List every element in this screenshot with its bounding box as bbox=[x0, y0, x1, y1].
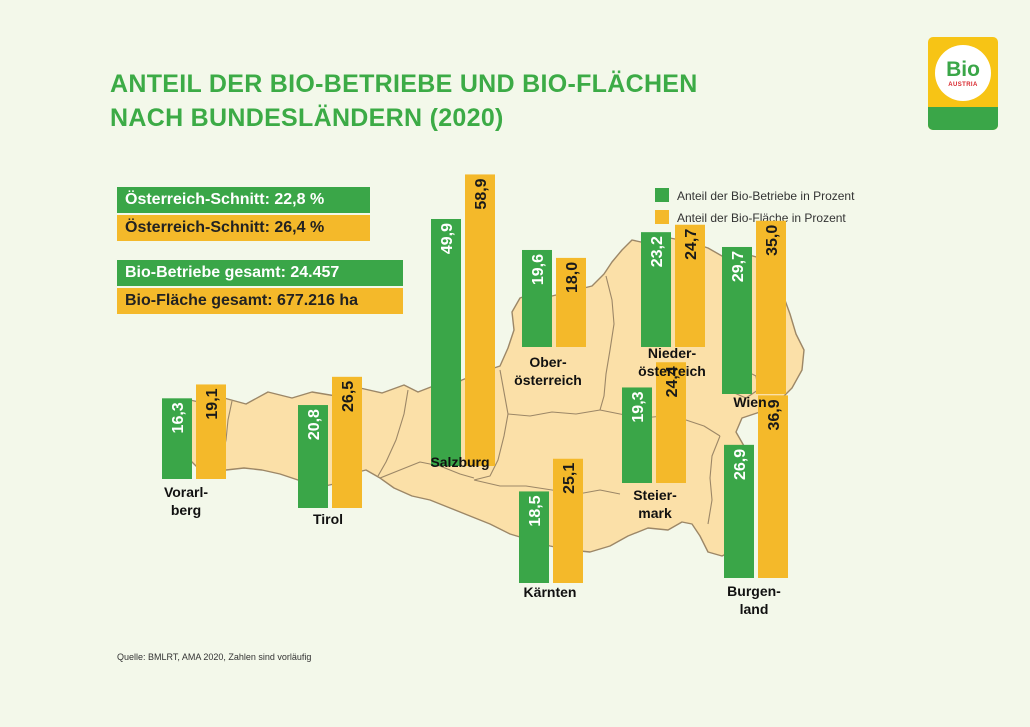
source-note: Quelle: BMLRT, AMA 2020, Zahlen sind vor… bbox=[117, 652, 312, 662]
border-upperaustria-styria bbox=[507, 409, 601, 417]
logo-subtext: AUSTRIA bbox=[948, 82, 978, 88]
category-label-wien: Wien bbox=[733, 394, 766, 410]
bar-kaernten-betriebe bbox=[519, 491, 549, 583]
value-label-salzburg-betriebe: 49,9 bbox=[439, 223, 456, 254]
value-label-wien-betriebe: 29,7 bbox=[730, 251, 747, 282]
legend-item-flaeche: Anteil der Bio-Fläche in Prozent bbox=[655, 209, 846, 227]
bar-tirol-betriebe bbox=[298, 405, 328, 508]
bar-salzburg-betriebe bbox=[431, 218, 461, 466]
value-label-kaernten-betriebe: 18,5 bbox=[527, 495, 544, 526]
value-label-burgenland-flaeche: 36,9 bbox=[766, 399, 783, 430]
bars-layer: 16,3 19,1 20,8 26,5 49,9 58,9 19,6 18,0 18,5 25,1… bbox=[162, 174, 788, 583]
stat-avg-flaeche: Österreich-Schnitt: 26,4 % bbox=[117, 215, 370, 241]
bar-tirol-flaeche bbox=[332, 376, 362, 508]
bar-wien-betriebe bbox=[722, 246, 752, 394]
bar-vorarlberg-betriebe bbox=[162, 398, 192, 479]
value-label-burgenland-betriebe: 26,9 bbox=[732, 449, 749, 480]
legend-swatch-yellow bbox=[655, 210, 669, 224]
value-label-salzburg-flaeche: 58,9 bbox=[473, 178, 490, 209]
stat-total-betriebe: Bio-Betriebe gesamt: 24.457 bbox=[117, 260, 403, 286]
category-label-niederoesterreich: Nieder- bbox=[648, 345, 697, 361]
stat-avg-betriebe: Österreich-Schnitt: 22,8 % bbox=[117, 187, 370, 213]
border-salzburg-upperaustria bbox=[473, 369, 509, 481]
value-label-niederoesterreich-flaeche: 24,7 bbox=[683, 229, 700, 260]
bar-niederoesterreich-betriebe bbox=[641, 232, 671, 347]
bar-steiermark-betriebe bbox=[622, 387, 652, 483]
border-upper-lower bbox=[599, 275, 615, 411]
value-label-tirol-betriebe: 20,8 bbox=[306, 409, 323, 440]
category-label-steiermark: Steier- bbox=[633, 487, 677, 503]
legend-label-flaeche: Anteil der Bio-Fläche in Prozent bbox=[677, 211, 846, 225]
legend-label-betriebe: Anteil der Bio-Betriebe in Prozent bbox=[677, 189, 855, 203]
category-labels-layer: Vorarl-berg Tirol Salzburg Ober-österreich K… bbox=[164, 345, 781, 617]
category-label-salzburg: Salzburg bbox=[430, 454, 489, 470]
category-label-kaernten: Kärnten bbox=[524, 584, 577, 600]
category-label-burgenland: Burgen- bbox=[727, 583, 781, 599]
value-label-steiermark-flaeche: 24,4 bbox=[664, 366, 681, 397]
category-label-vorarlberg: Vorarl- bbox=[164, 484, 208, 500]
value-label-vorarlberg-betriebe: 16,3 bbox=[170, 402, 187, 433]
title-line-1: ANTEIL DER BIO-BETRIEBE UND BIO-FLÄCHEN bbox=[110, 70, 698, 98]
bar-oberoesterreich-betriebe bbox=[522, 249, 552, 347]
value-label-oberoesterreich-betriebe: 19,6 bbox=[530, 254, 547, 285]
category-label-burgenland: land bbox=[740, 601, 769, 617]
value-label-steiermark-betriebe: 19,3 bbox=[630, 391, 647, 422]
category-label-oberoesterreich: Ober- bbox=[529, 354, 567, 370]
bar-oberoesterreich-flaeche bbox=[556, 257, 586, 347]
bar-wien-flaeche bbox=[756, 220, 786, 394]
bar-steiermark-flaeche bbox=[656, 362, 686, 483]
bar-burgenland-betriebe bbox=[724, 444, 754, 578]
logo-circle: Bio AUSTRIA bbox=[935, 45, 991, 101]
value-label-niederoesterreich-betriebe: 23,2 bbox=[649, 236, 666, 267]
legend-swatch-green bbox=[655, 188, 669, 202]
category-label-oberoesterreich: österreich bbox=[514, 372, 582, 388]
logo-field bbox=[928, 107, 998, 130]
legend-item-betriebe: Anteil der Bio-Betriebe in Prozent bbox=[655, 187, 854, 205]
title-line-2: NACH BUNDESLÄNDERN (2020) bbox=[110, 104, 504, 132]
value-label-wien-flaeche: 35,0 bbox=[764, 225, 781, 256]
value-label-vorarlberg-flaeche: 19,1 bbox=[204, 388, 221, 419]
category-label-niederoesterreich: österreich bbox=[638, 363, 706, 379]
border-burgenland bbox=[707, 435, 721, 525]
bar-salzburg-flaeche bbox=[465, 174, 495, 466]
bio-austria-logo: Bio AUSTRIA bbox=[928, 37, 998, 130]
bar-vorarlberg-flaeche bbox=[196, 384, 226, 479]
bar-kaernten-flaeche bbox=[553, 458, 583, 583]
category-label-steiermark: mark bbox=[638, 505, 672, 521]
bar-niederoesterreich-flaeche bbox=[675, 224, 705, 347]
stat-total-flaeche: Bio-Fläche gesamt: 677.216 ha bbox=[117, 288, 403, 314]
border-salzburg-carinthia bbox=[379, 461, 475, 479]
border-carinthia-styria bbox=[473, 479, 621, 495]
value-label-oberoesterreich-flaeche: 18,0 bbox=[564, 262, 581, 293]
category-label-vorarlberg: berg bbox=[171, 502, 201, 518]
category-label-tirol: Tirol bbox=[313, 511, 343, 527]
bar-burgenland-flaeche bbox=[758, 395, 788, 578]
logo-text: Bio bbox=[946, 58, 980, 81]
value-label-tirol-flaeche: 26,5 bbox=[340, 381, 357, 412]
border-tirol-salzburg bbox=[377, 389, 409, 477]
value-label-kaernten-flaeche: 25,1 bbox=[561, 463, 578, 494]
